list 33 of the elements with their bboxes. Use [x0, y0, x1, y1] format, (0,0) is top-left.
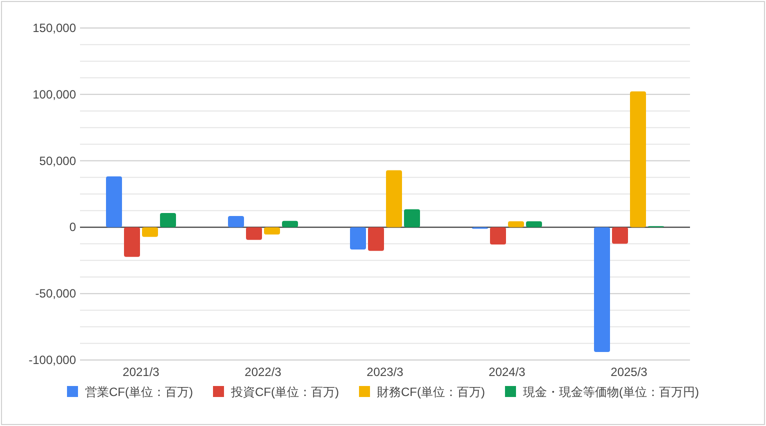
bar — [142, 227, 158, 237]
bar — [612, 227, 628, 244]
y-tick-label: 100,000 — [32, 87, 76, 102]
x-tick-label: 2022/3 — [244, 365, 282, 379]
y-tick-label: 50,000 — [39, 154, 76, 168]
legend-label: 財務CF(単位：百万) — [377, 385, 485, 399]
bar — [630, 91, 646, 228]
bar — [490, 227, 506, 244]
bar — [228, 216, 244, 228]
bar — [526, 221, 542, 228]
bar — [160, 212, 176, 228]
y-tick-label: 150,000 — [32, 21, 76, 35]
bar — [282, 220, 298, 228]
bar — [246, 227, 262, 240]
legend-label: 投資CF(単位：百万) — [230, 385, 339, 399]
bar — [350, 227, 366, 250]
x-tick-label: 2025/3 — [610, 365, 648, 379]
x-tick-label: 2023/3 — [366, 365, 404, 379]
y-tick-label: 0 — [69, 220, 76, 234]
x-tick-label: 2024/3 — [488, 365, 526, 379]
bar — [594, 227, 610, 352]
x-tick-label: 2021/3 — [122, 365, 160, 379]
bar — [404, 209, 420, 228]
bar — [508, 221, 524, 228]
y-tick-label: -100,000 — [28, 353, 76, 367]
bar — [368, 227, 384, 251]
bar — [124, 227, 140, 257]
bar — [386, 170, 402, 228]
bar — [264, 227, 280, 235]
bar — [106, 176, 122, 228]
legend-label: 営業CF(単位：百万) — [85, 385, 193, 399]
y-tick-label: -50,000 — [35, 286, 76, 301]
legend-label: 現金・現金等価物(単位：百万円) — [523, 385, 699, 399]
